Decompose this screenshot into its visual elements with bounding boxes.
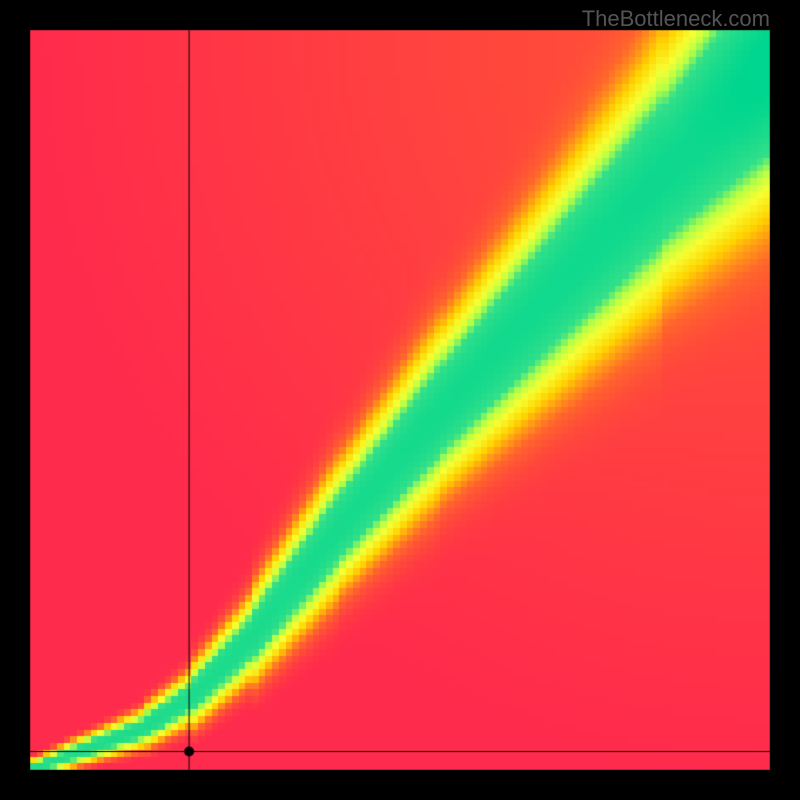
chart-container: { "meta": { "watermark_text": "TheBottle… <box>0 0 800 800</box>
frame-canvas <box>0 0 800 800</box>
watermark-text: TheBottleneck.com <box>582 6 770 32</box>
